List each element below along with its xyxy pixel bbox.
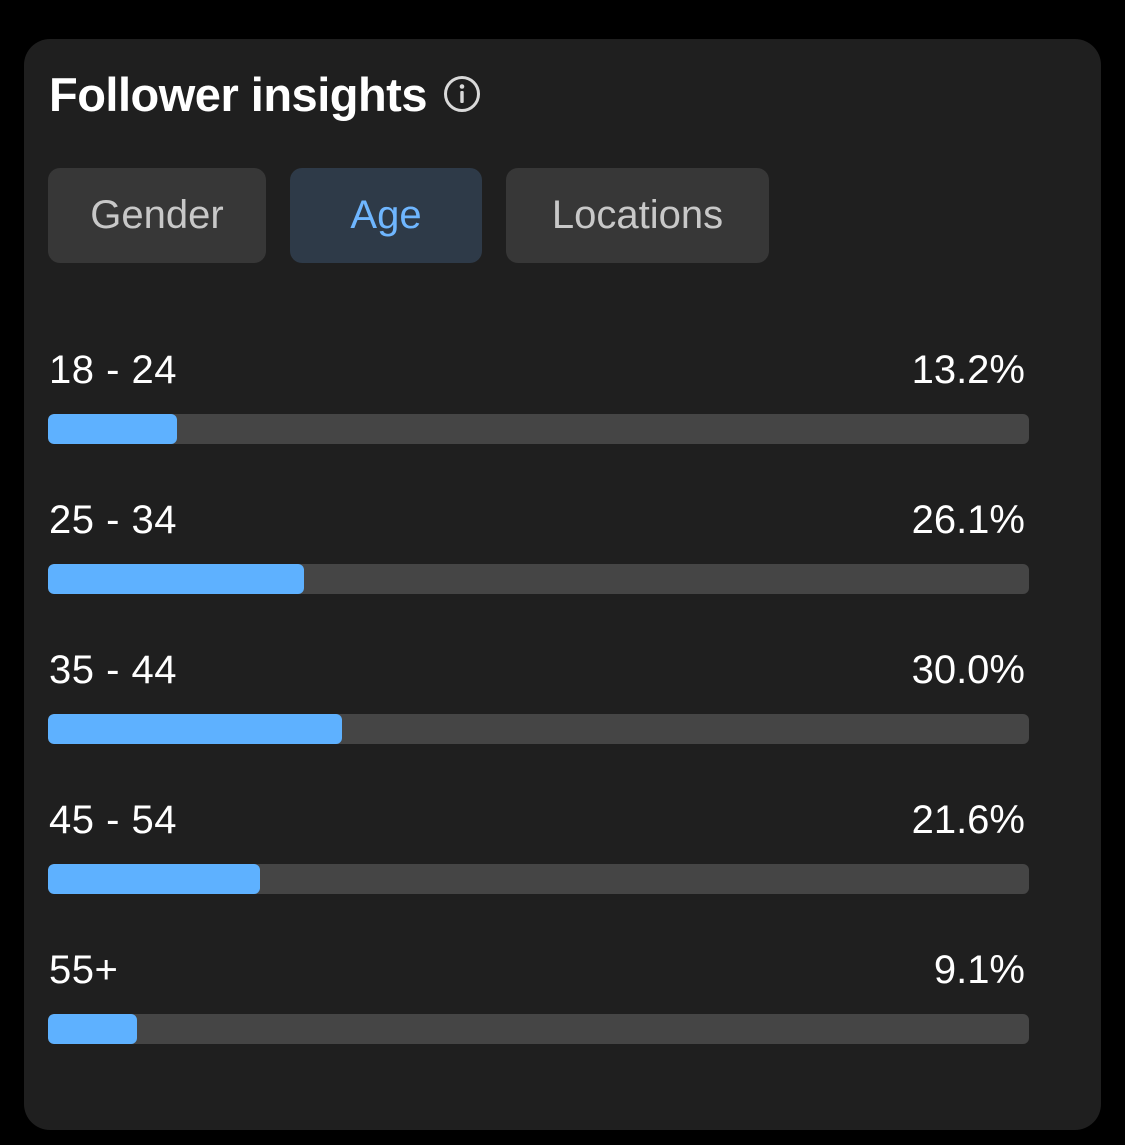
tab-age[interactable]: Age [290, 168, 482, 263]
age-percent-value: 21.6% [911, 798, 1025, 842]
age-percent-value: 30.0% [911, 648, 1025, 692]
progress-track [48, 864, 1029, 894]
tab-gender[interactable]: Gender [48, 168, 266, 263]
progress-fill [48, 564, 305, 594]
progress-fill [48, 864, 260, 894]
progress-track [48, 414, 1029, 444]
age-breakdown-list: 18 - 24 13.2% 25 - 34 26.1% 35 - 44 30.0… [48, 345, 1029, 1095]
age-row: 55+ 9.1% [48, 945, 1029, 1095]
card-header: Follower insights [49, 64, 481, 124]
insight-tabs: Gender Age Locations [48, 168, 769, 263]
tab-locations-label: Locations [551, 193, 724, 237]
tab-gender-label: Gender [90, 193, 224, 237]
age-row: 18 - 24 13.2% [48, 345, 1029, 495]
age-range-label: 45 - 54 [49, 798, 178, 842]
progress-fill [48, 714, 343, 744]
age-row: 35 - 44 30.0% [48, 645, 1029, 795]
progress-track [48, 1014, 1029, 1044]
age-row: 45 - 54 21.6% [48, 795, 1029, 945]
age-percent-value: 13.2% [911, 348, 1025, 392]
progress-fill [48, 414, 178, 444]
age-percent-value: 26.1% [911, 498, 1025, 542]
age-percent-value: 9.1% [933, 948, 1025, 992]
age-row: 25 - 34 26.1% [48, 495, 1029, 645]
progress-track [48, 714, 1029, 744]
age-range-label: 35 - 44 [49, 648, 178, 692]
card-title: Follower insights [49, 67, 427, 121]
progress-track [48, 564, 1029, 594]
tab-locations[interactable]: Locations [506, 168, 769, 263]
progress-fill [48, 1014, 138, 1044]
info-circle-icon[interactable] [443, 75, 481, 113]
age-range-label: 18 - 24 [49, 348, 178, 392]
age-range-label: 25 - 34 [49, 498, 178, 542]
tab-age-label: Age [350, 193, 422, 237]
age-range-label: 55+ [49, 948, 119, 992]
